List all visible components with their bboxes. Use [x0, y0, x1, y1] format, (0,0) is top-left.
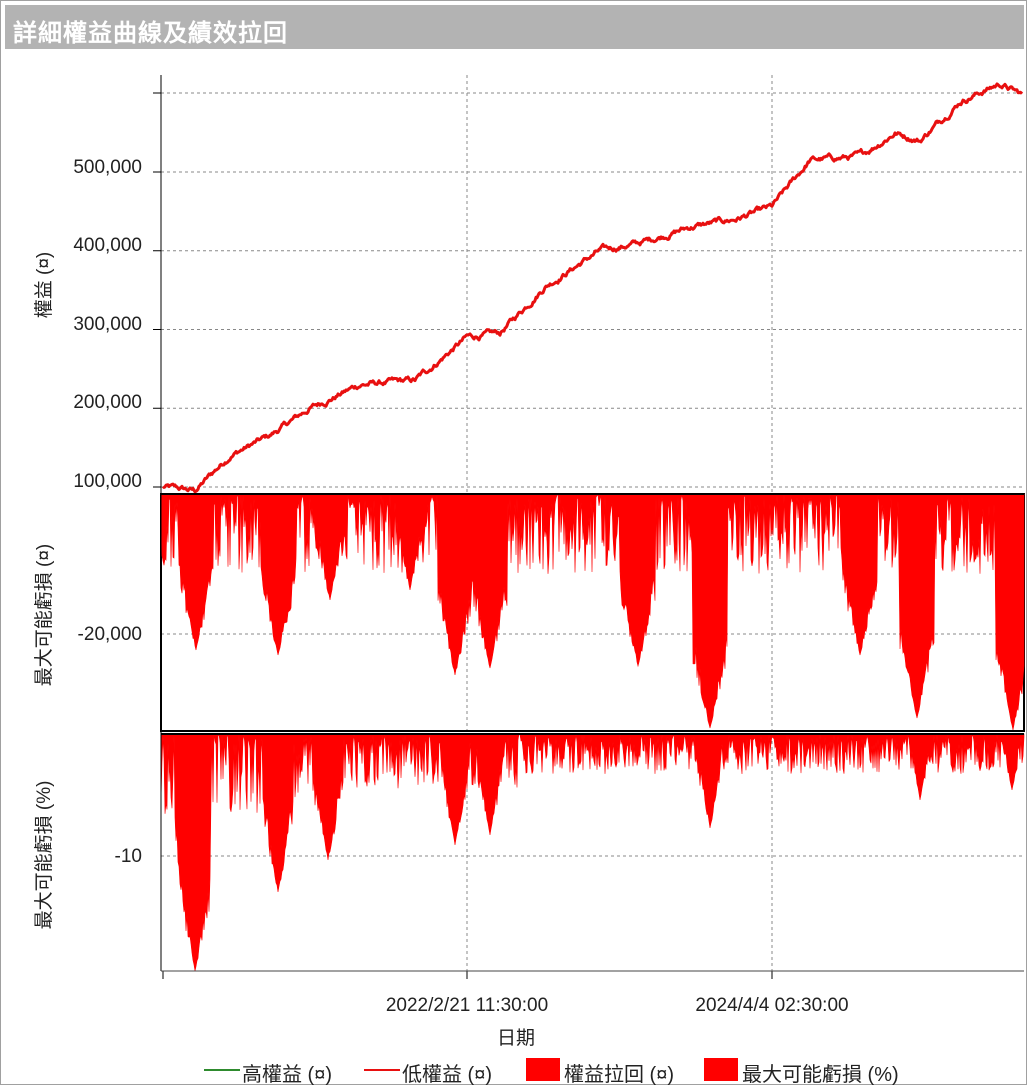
equity-drawdown-chart: 權益 (¤) 最大可能虧損 (¤) 最大可能虧損 (%) 100,000 200…	[33, 75, 1025, 1049]
x-axis-label: 日期	[497, 1027, 535, 1049]
drawdown-amount-area	[160, 493, 1025, 731]
equity-tick-300k: 300,000	[73, 314, 142, 335]
legend-label: 最大可能虧損 (%)	[742, 1064, 899, 1086]
axes	[153, 75, 1024, 979]
title-bar: 詳細權益曲線及績效拉回	[5, 5, 1024, 49]
legend-label: 低權益 (¤)	[402, 1064, 492, 1086]
equity-ylabel: 權益 (¤)	[33, 252, 55, 319]
legend: 高權益 (¤) 低權益 (¤) 權益拉回 (¤) 最大可能虧損 (%)	[0, 1056, 1027, 1086]
legend-box-swatch	[526, 1058, 560, 1081]
legend-line-swatch	[364, 1069, 400, 1071]
equity-tick-500k: 500,000	[73, 157, 142, 178]
legend-label: 權益拉回 (¤)	[564, 1064, 674, 1086]
percent-tick: -10	[115, 846, 142, 867]
drawdown-tick: -20,000	[78, 624, 142, 645]
grid-lines	[161, 75, 1024, 971]
percent-ylabel: 最大可能虧損 (%)	[33, 781, 55, 930]
drawdown-amount-panel	[160, 493, 1025, 732]
equity-tick-200k: 200,000	[73, 392, 142, 413]
legend-box-swatch	[704, 1058, 738, 1081]
x-tick-2024: 2024/4/4 02:30:00	[695, 995, 848, 1016]
legend-line-swatch	[204, 1069, 240, 1071]
drawdown-percent-area	[160, 733, 1025, 972]
window-title: 詳細權益曲線及績效拉回	[13, 20, 288, 47]
equity-panel	[161, 82, 1024, 494]
legend-label: 高權益 (¤)	[242, 1064, 332, 1086]
equity-tick-400k: 400,000	[73, 235, 142, 256]
equity-tick-100k: 100,000	[73, 471, 142, 492]
equity-series-line	[161, 82, 1024, 494]
x-tick-2022: 2022/2/21 11:30:00	[386, 995, 548, 1016]
drawdown-ylabel: 最大可能虧損 (¤)	[33, 544, 55, 687]
